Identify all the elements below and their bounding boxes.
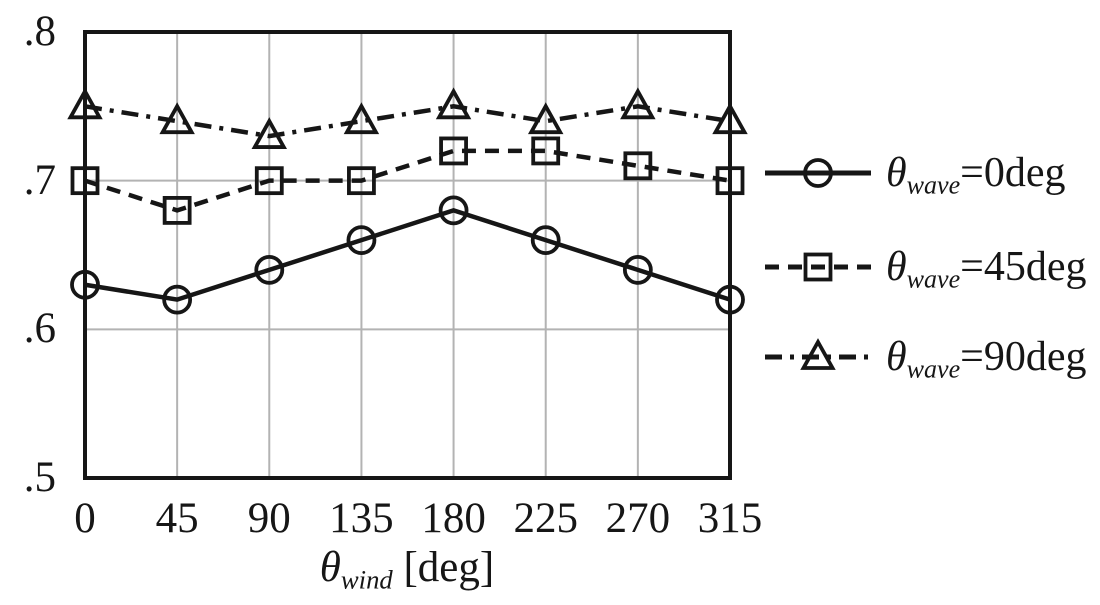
legend-label-wave-0deg: θwave=0deg bbox=[886, 150, 1066, 200]
triangle-marker bbox=[343, 102, 380, 135]
legend-label-wave-90deg: θwave=90deg bbox=[886, 334, 1087, 384]
circle-marker bbox=[162, 284, 193, 315]
square-marker bbox=[803, 252, 833, 282]
legend-sample-dashdot-triangle-icon bbox=[765, 338, 871, 370]
x-axis-tick-label: 315 bbox=[697, 495, 763, 542]
x-axis-tick-label: 90 bbox=[247, 495, 291, 542]
x-axis-tick-label: 225 bbox=[513, 495, 578, 542]
triangle-marker bbox=[620, 87, 656, 120]
x-axis-tick-label: 0 bbox=[74, 495, 96, 542]
theta-symbol: θ bbox=[886, 334, 907, 380]
legend-label-wave-45deg: θwave=45deg bbox=[886, 244, 1087, 294]
x-axis-tick-label: 180 bbox=[421, 495, 486, 542]
theta-symbol: θ bbox=[886, 150, 907, 196]
circle-marker bbox=[622, 254, 653, 285]
circle-marker bbox=[70, 269, 100, 300]
legend-sample-dashed-square-icon bbox=[765, 252, 871, 282]
triangle-marker bbox=[800, 338, 836, 370]
triangle-marker bbox=[159, 102, 195, 135]
circle-marker bbox=[530, 225, 561, 256]
y-axis-tick-label: .7 bbox=[23, 156, 56, 204]
legend-entry-wave-90deg: θwave=90deg bbox=[762, 334, 1087, 384]
y-axis-tick-label: .5 bbox=[23, 454, 56, 501]
y-axis-tick-label: .6 bbox=[23, 305, 56, 353]
x-axis-title-unit: [deg] bbox=[392, 544, 495, 591]
x-axis-title-subscript: wind bbox=[340, 564, 393, 595]
square-marker bbox=[162, 195, 192, 225]
triangle-marker bbox=[527, 102, 564, 135]
square-marker bbox=[254, 166, 284, 196]
square-marker bbox=[439, 136, 468, 166]
legend-value: =90deg bbox=[960, 334, 1087, 380]
theta-subscript: wave bbox=[906, 264, 961, 294]
plot-frame bbox=[83, 30, 732, 480]
theta-symbol: θ bbox=[886, 244, 907, 290]
circle-marker bbox=[715, 284, 745, 315]
x-axis-title-theta-symbol: θ bbox=[319, 544, 341, 591]
triangle-marker bbox=[712, 102, 748, 135]
legend-sample-solid-circle-icon bbox=[765, 158, 871, 188]
x-axis-tick-label: 135 bbox=[329, 495, 394, 542]
legend-entry-wave-45deg: θwave=45deg bbox=[762, 244, 1087, 294]
series-line-theta-wave-45deg bbox=[84, 148, 731, 213]
triangle-marker bbox=[67, 87, 103, 120]
circle-marker bbox=[346, 225, 377, 256]
square-marker bbox=[347, 166, 376, 196]
x-axis-title: θwind [deg] bbox=[247, 543, 567, 593]
x-axis-tick-label: 45 bbox=[155, 495, 199, 542]
square-marker bbox=[531, 136, 561, 166]
theta-subscript: wave bbox=[906, 170, 961, 200]
triangle-marker bbox=[251, 117, 288, 149]
square-marker bbox=[623, 151, 653, 181]
circle-marker bbox=[438, 195, 469, 226]
square-marker bbox=[715, 166, 745, 196]
circle-marker bbox=[254, 254, 285, 285]
legend-entry-wave-0deg: θwave=0deg bbox=[762, 150, 1066, 200]
legend-value: =0deg bbox=[960, 150, 1066, 196]
series-line-theta-wave-90deg bbox=[84, 104, 731, 139]
x-axis-tick-label: 270 bbox=[605, 495, 671, 542]
legend-value: =45deg bbox=[960, 244, 1087, 290]
y-axis-tick-label: .8 bbox=[23, 8, 56, 55]
series-line-theta-wave-0deg bbox=[84, 208, 731, 302]
theta-subscript: wave bbox=[906, 354, 961, 384]
triangle-marker bbox=[435, 87, 472, 120]
circle-marker bbox=[803, 158, 833, 188]
square-marker bbox=[70, 166, 100, 196]
